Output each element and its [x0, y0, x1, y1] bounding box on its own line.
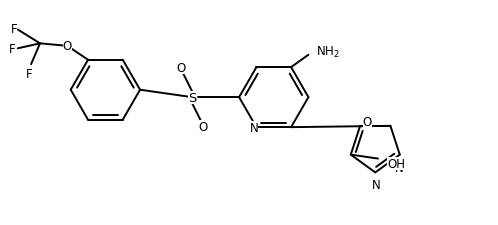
Text: N: N: [394, 161, 403, 174]
Text: F: F: [26, 67, 32, 80]
Text: S: S: [188, 91, 196, 104]
Text: NH$_2$: NH$_2$: [316, 45, 340, 60]
Text: OH: OH: [387, 157, 405, 170]
Text: N: N: [372, 179, 380, 191]
Text: F: F: [10, 23, 17, 36]
Text: O: O: [363, 116, 372, 129]
Text: O: O: [176, 62, 185, 75]
Text: F: F: [8, 43, 15, 56]
Text: O: O: [63, 40, 72, 53]
Text: O: O: [199, 121, 208, 134]
Text: N: N: [249, 121, 258, 134]
